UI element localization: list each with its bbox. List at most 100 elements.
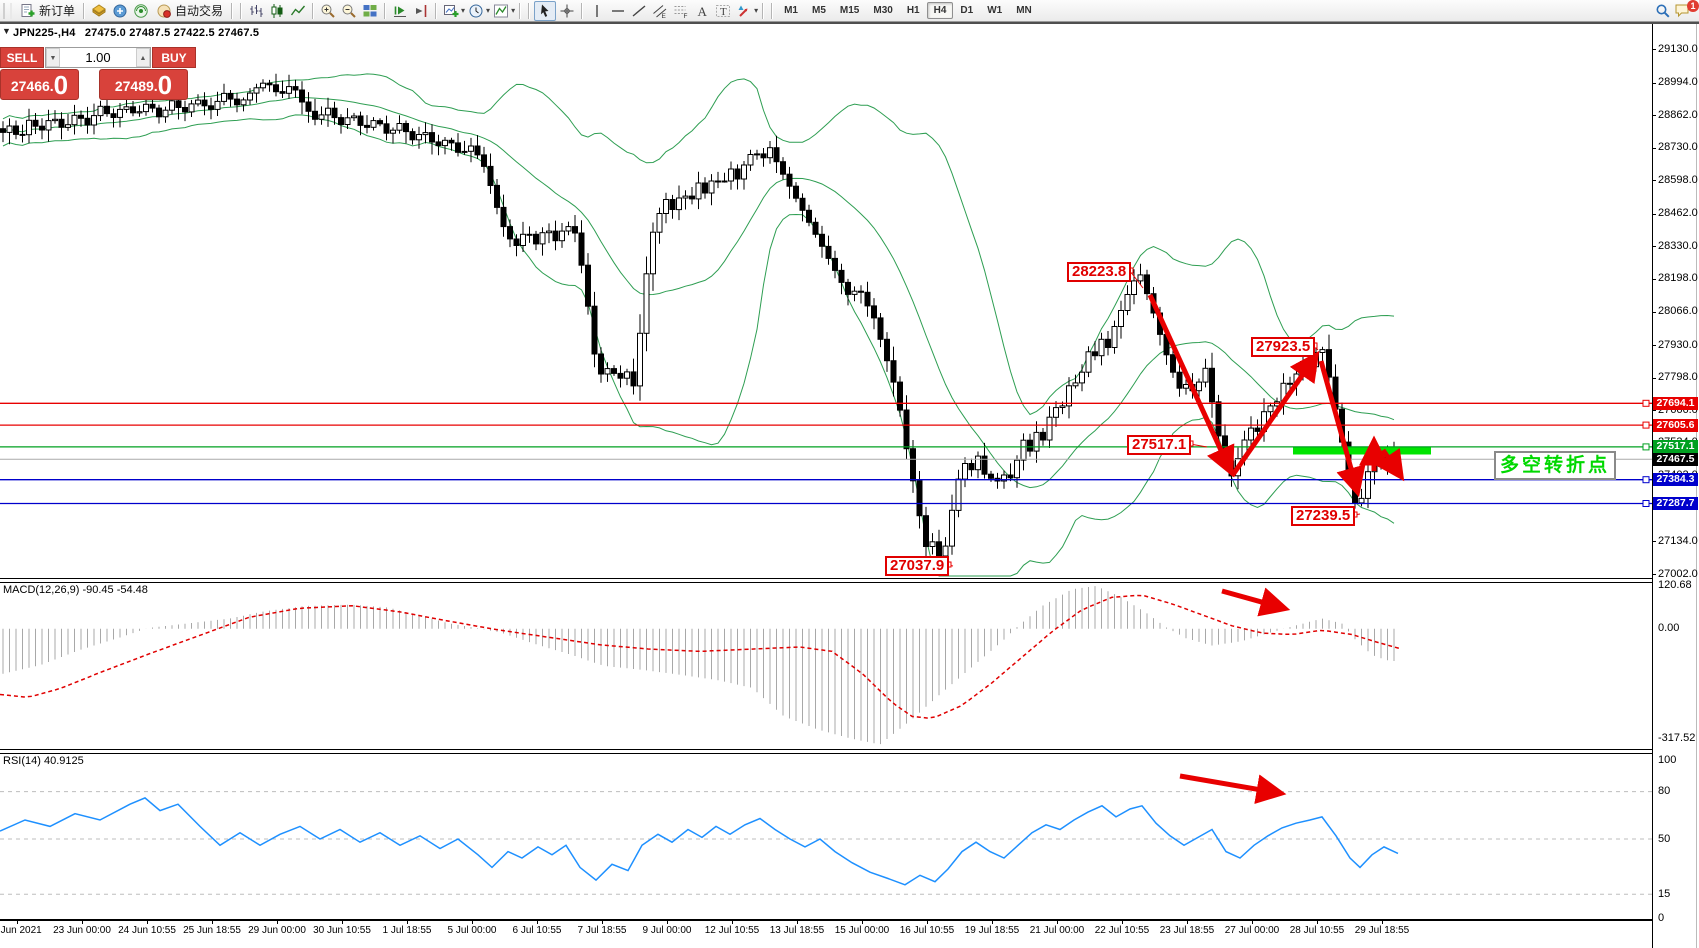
navigator-button[interactable] <box>131 2 151 20</box>
separator <box>240 2 243 19</box>
price-annotation[interactable]: 28223.8 <box>1067 262 1132 282</box>
time-axis[interactable] <box>0 919 1652 948</box>
timeframe-h1[interactable]: H1 <box>906 5 920 16</box>
toolbar-grip[interactable] <box>3 2 12 19</box>
horizontal-line-tool[interactable] <box>608 2 628 20</box>
separator <box>83 2 86 19</box>
timeframe-mn[interactable]: MN <box>1016 5 1032 16</box>
trendline-tool[interactable] <box>629 2 649 20</box>
buy-button[interactable]: BUY <box>152 47 196 68</box>
new-chart-button[interactable] <box>441 2 461 20</box>
date-label[interactable]: 16 Jul 10:55 <box>899 925 955 936</box>
volume-value[interactable]: 1.00 <box>85 50 111 65</box>
rsi-axis-label: 80 <box>1658 785 1671 797</box>
timeframe-h4[interactable]: H4 <box>926 2 954 19</box>
separator <box>384 2 387 19</box>
date-label[interactable]: 15 Jul 00:00 <box>834 925 890 936</box>
auto-scroll-button[interactable] <box>390 2 410 20</box>
cursor-tool-button[interactable] <box>534 0 557 21</box>
timeframe-m30[interactable]: M30 <box>873 5 893 16</box>
date-tick <box>862 921 863 924</box>
date-tick <box>17 921 18 924</box>
channel-tool[interactable]: E <box>650 2 670 20</box>
turning-point-note[interactable]: 多空转折点 <box>1494 451 1617 480</box>
notifications-button[interactable]: 1 <box>1674 0 1699 20</box>
bar-chart-icon <box>250 4 263 17</box>
equidistant-channel-icon: E <box>653 4 667 19</box>
date-label[interactable]: 1 Jun 2021 <box>0 925 42 936</box>
date-label[interactable]: 12 Jul 10:55 <box>704 925 760 936</box>
volume-decrease-button[interactable]: ▼ <box>46 48 60 67</box>
buy-price-display[interactable]: 27489. 0 <box>99 69 188 100</box>
date-label[interactable]: 23 Jul 18:55 <box>1159 925 1215 936</box>
text-tool[interactable]: A <box>692 2 712 20</box>
bar-chart-mode-button[interactable] <box>246 2 266 20</box>
search-button[interactable] <box>1653 2 1673 20</box>
sell-button[interactable]: SELL <box>0 47 44 68</box>
new-chart-caret[interactable]: ▾ <box>461 6 466 15</box>
date-label[interactable]: 13 Jul 18:55 <box>769 925 825 936</box>
macd-pane-canvas[interactable] <box>0 581 1652 749</box>
market-watch-button[interactable] <box>89 2 109 20</box>
line-chart-mode-button[interactable] <box>288 2 308 20</box>
indicators-caret[interactable]: ▾ <box>511 6 516 15</box>
zoom-in-button[interactable] <box>318 2 338 20</box>
timeframe-w1[interactable]: W1 <box>987 5 1003 16</box>
arrows-tool[interactable] <box>734 2 754 20</box>
trendline-icon <box>632 4 646 17</box>
date-label[interactable]: 1 Jul 18:55 <box>382 925 432 936</box>
price-annotation[interactable]: 27517.1 <box>1127 435 1192 455</box>
date-label[interactable]: 24 Jun 10:55 <box>118 925 176 936</box>
date-label[interactable]: 29 Jul 18:55 <box>1354 925 1410 936</box>
chart-shift-button[interactable] <box>411 2 431 20</box>
price-axis-label: 28462.0 <box>1658 207 1698 219</box>
data-window-button[interactable] <box>110 2 130 20</box>
period-button[interactable] <box>466 2 486 20</box>
date-label[interactable]: 19 Jul 18:55 <box>964 925 1020 936</box>
volume-increase-button[interactable]: ▲ <box>136 48 150 67</box>
trend-arrow <box>1374 447 1405 482</box>
tile-windows-button[interactable] <box>360 2 380 20</box>
fibonacci-tool[interactable]: F <box>671 2 691 20</box>
date-label[interactable]: 5 Jul 00:00 <box>447 925 497 936</box>
date-label[interactable]: 29 Jun 00:00 <box>248 925 306 936</box>
date-label[interactable]: 28 Jul 10:55 <box>1289 925 1345 936</box>
price-annotation[interactable]: 27037.9 <box>885 556 950 576</box>
timeframe-m5[interactable]: M5 <box>812 5 826 16</box>
price-annotation[interactable]: 27239.5 <box>1291 506 1356 526</box>
date-label[interactable]: 27 Jul 00:00 <box>1224 925 1280 936</box>
price-axis[interactable] <box>1652 24 1699 948</box>
date-label[interactable]: 9 Jul 00:00 <box>642 925 692 936</box>
date-label[interactable]: 7 Jul 18:55 <box>577 925 627 936</box>
timeframe-m1[interactable]: M1 <box>784 5 798 16</box>
sell-price-display[interactable]: 27466. 0 <box>0 69 79 100</box>
candlestick-mode-button[interactable] <box>267 2 287 20</box>
main-chart-canvas[interactable] <box>0 24 1652 578</box>
period-caret[interactable]: ▾ <box>486 6 491 15</box>
auto-scroll-icon <box>394 6 407 17</box>
price-annotation[interactable]: 27923.5 <box>1251 337 1316 357</box>
date-label[interactable]: 22 Jul 10:55 <box>1094 925 1150 936</box>
timeframe-d1[interactable]: D1 <box>960 5 974 16</box>
ohlc-values: 27475.0 27487.5 27422.5 27467.5 <box>84 27 260 39</box>
date-label[interactable]: 30 Jun 10:55 <box>313 925 371 936</box>
zoom-out-button[interactable] <box>339 2 359 20</box>
pane-separator[interactable] <box>0 578 1652 583</box>
auto-trading-button[interactable]: 自动交易 <box>152 2 227 20</box>
separator <box>771 2 774 19</box>
new-order-button[interactable]: 新订单 <box>16 2 79 20</box>
date-label[interactable]: 21 Jul 00:00 <box>1029 925 1085 936</box>
vertical-line-tool[interactable] <box>587 2 607 20</box>
text-label-tool[interactable]: T <box>713 2 733 20</box>
timeframe-m15[interactable]: M15 <box>839 5 860 16</box>
date-label[interactable]: 23 Jun 00:00 <box>53 925 111 936</box>
axis-tick <box>1652 246 1656 247</box>
indicators-button[interactable] <box>491 2 511 20</box>
date-label[interactable]: 25 Jun 18:55 <box>183 925 241 936</box>
rsi-pane-canvas[interactable] <box>0 752 1652 919</box>
one-click-collapse-arrow[interactable]: ▼ <box>2 26 11 36</box>
pane-separator[interactable] <box>0 749 1652 754</box>
arrows-caret[interactable]: ▾ <box>754 6 759 15</box>
crosshair-tool-button[interactable] <box>557 2 577 20</box>
date-label[interactable]: 6 Jul 10:55 <box>512 925 562 936</box>
